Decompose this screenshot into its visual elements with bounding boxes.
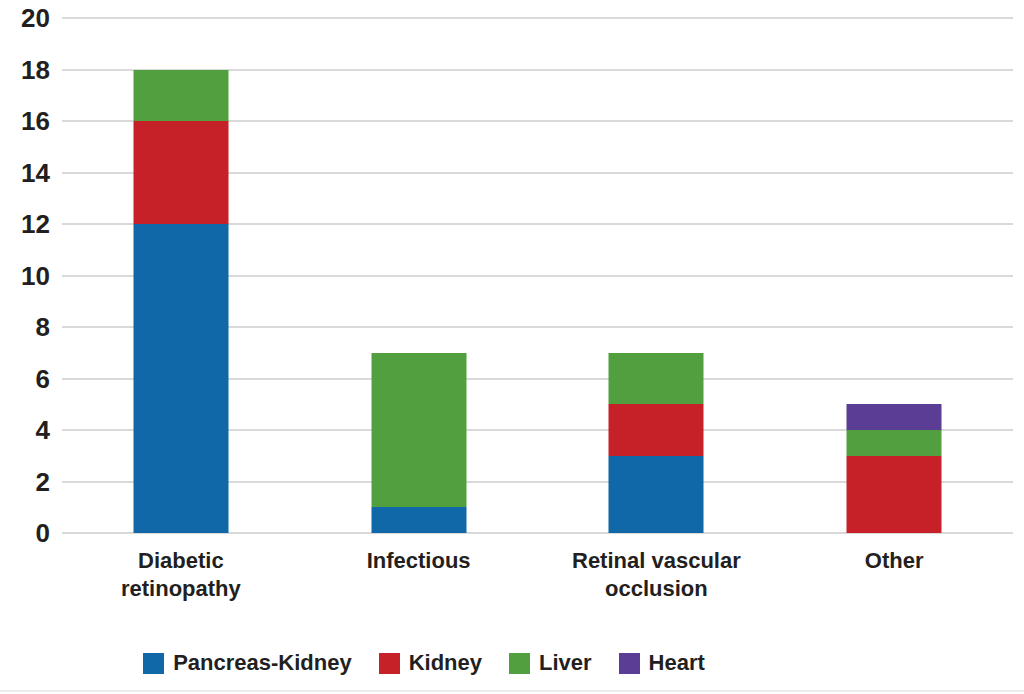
y-tick-label: 4 — [36, 417, 50, 443]
legend-swatch-heart — [619, 653, 640, 674]
x-axis: Diabetic retinopathy Infectious Retinal va… — [62, 547, 1013, 619]
bar-slot-other — [775, 18, 1013, 533]
bar-segment-kidney — [847, 456, 942, 533]
x-axis-label: Retinal vascular occlusion — [538, 547, 776, 619]
legend-label: Kidney — [409, 652, 482, 674]
bar-segment-liver — [133, 70, 228, 122]
stacked-bar — [371, 18, 466, 533]
y-tick-label: 10 — [21, 263, 50, 289]
legend-item-pancreas-kidney: Pancreas-Kidney — [143, 652, 352, 674]
stacked-bar-chart: 02468101214161820 Diabetic retinopathyIn… — [0, 0, 1024, 694]
y-tick-label: 14 — [21, 160, 50, 186]
bar-segment-pancreas-kidney — [609, 456, 704, 533]
bar-slot-diabetic — [62, 18, 300, 533]
y-tick-label: 2 — [36, 469, 50, 495]
legend-label: Liver — [539, 652, 592, 674]
x-axis-label-text: Diabetic retinopathy — [121, 547, 241, 619]
legend-label: Heart — [649, 652, 705, 674]
legend-swatch-kidney — [379, 653, 400, 674]
legend-item-kidney: Kidney — [379, 652, 482, 674]
y-tick-label: 16 — [21, 108, 50, 134]
stacked-bar — [609, 18, 704, 533]
y-tick-label: 18 — [21, 57, 50, 83]
figure-bottom-border — [0, 690, 1024, 692]
x-axis-label: Diabetic retinopathy — [62, 547, 300, 619]
legend: Pancreas-Kidney Kidney Liver Heart — [0, 652, 936, 674]
y-tick-label: 20 — [21, 5, 50, 31]
x-axis-label-text: Retinal vascular occlusion — [572, 547, 741, 619]
bar-segment-heart — [847, 404, 942, 430]
legend-swatch-liver — [509, 653, 530, 674]
x-axis-label: Other — [775, 547, 1013, 619]
bar-segment-liver — [847, 430, 942, 456]
legend-swatch-pancreas-kidney — [143, 653, 164, 674]
bar-segment-kidney — [609, 404, 704, 456]
stacked-bar — [847, 18, 942, 533]
bar-segment-liver — [371, 353, 466, 508]
bar-segment-kidney — [133, 121, 228, 224]
x-axis-label: Infectious — [300, 547, 538, 619]
legend-label: Pancreas-Kidney — [173, 652, 352, 674]
y-tick-label: 0 — [36, 520, 50, 546]
y-tick-label: 6 — [36, 366, 50, 392]
y-tick-label: 8 — [36, 314, 50, 340]
bar-segment-pancreas-kidney — [133, 224, 228, 533]
bar-segment-liver — [609, 353, 704, 405]
x-axis-label-text: Infectious — [367, 547, 471, 619]
x-axis-label-text: Other — [865, 547, 924, 619]
bar-slot-retinal-vascular — [538, 18, 776, 533]
bar-slot-infectious — [300, 18, 538, 533]
legend-item-liver: Liver — [509, 652, 592, 674]
stacked-bar — [133, 18, 228, 533]
plot-area: 02468101214161820 — [62, 18, 1013, 533]
legend-item-heart: Heart — [619, 652, 705, 674]
y-tick-label: 12 — [21, 211, 50, 237]
bar-segment-pancreas-kidney — [371, 507, 466, 533]
